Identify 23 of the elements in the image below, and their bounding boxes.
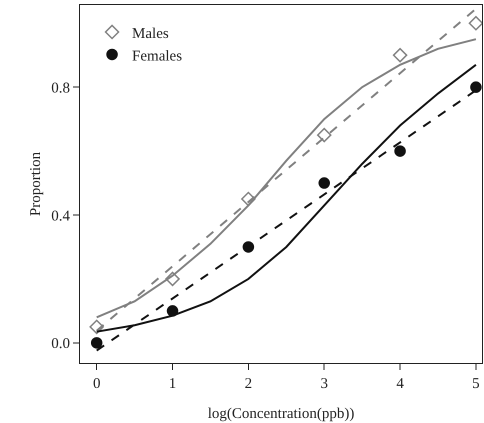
x-tick-label: 0: [92, 376, 100, 392]
legend-label: Females: [132, 48, 182, 64]
x-tick-label: 4: [396, 376, 404, 392]
point: [90, 337, 102, 349]
y-axis-title: Proportion: [28, 151, 44, 216]
x-tick-label: 3: [320, 376, 328, 392]
point: [165, 272, 180, 286]
y-tick-label: 0.0: [51, 336, 70, 352]
y-tick-label: 0.8: [51, 80, 70, 96]
point: [392, 48, 408, 62]
legend-label: Males: [132, 26, 169, 42]
point: [316, 128, 332, 142]
point: [470, 81, 482, 93]
x-axis-title: log(Concentration(ppb)): [208, 406, 354, 422]
x-tick-label: 2: [244, 376, 252, 392]
point: [89, 320, 104, 334]
point: [394, 145, 406, 157]
x-tick-label: 5: [472, 376, 480, 392]
y-tick-label: 0.4: [51, 208, 70, 224]
point: [318, 177, 330, 189]
x-tick-label: 1: [168, 376, 176, 392]
point: [468, 16, 482, 30]
point: [241, 192, 256, 206]
